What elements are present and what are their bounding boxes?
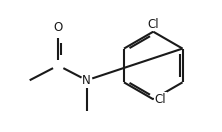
Text: N: N <box>82 74 91 87</box>
Text: O: O <box>54 21 63 34</box>
Text: Cl: Cl <box>154 93 166 106</box>
Text: Cl: Cl <box>147 18 159 31</box>
